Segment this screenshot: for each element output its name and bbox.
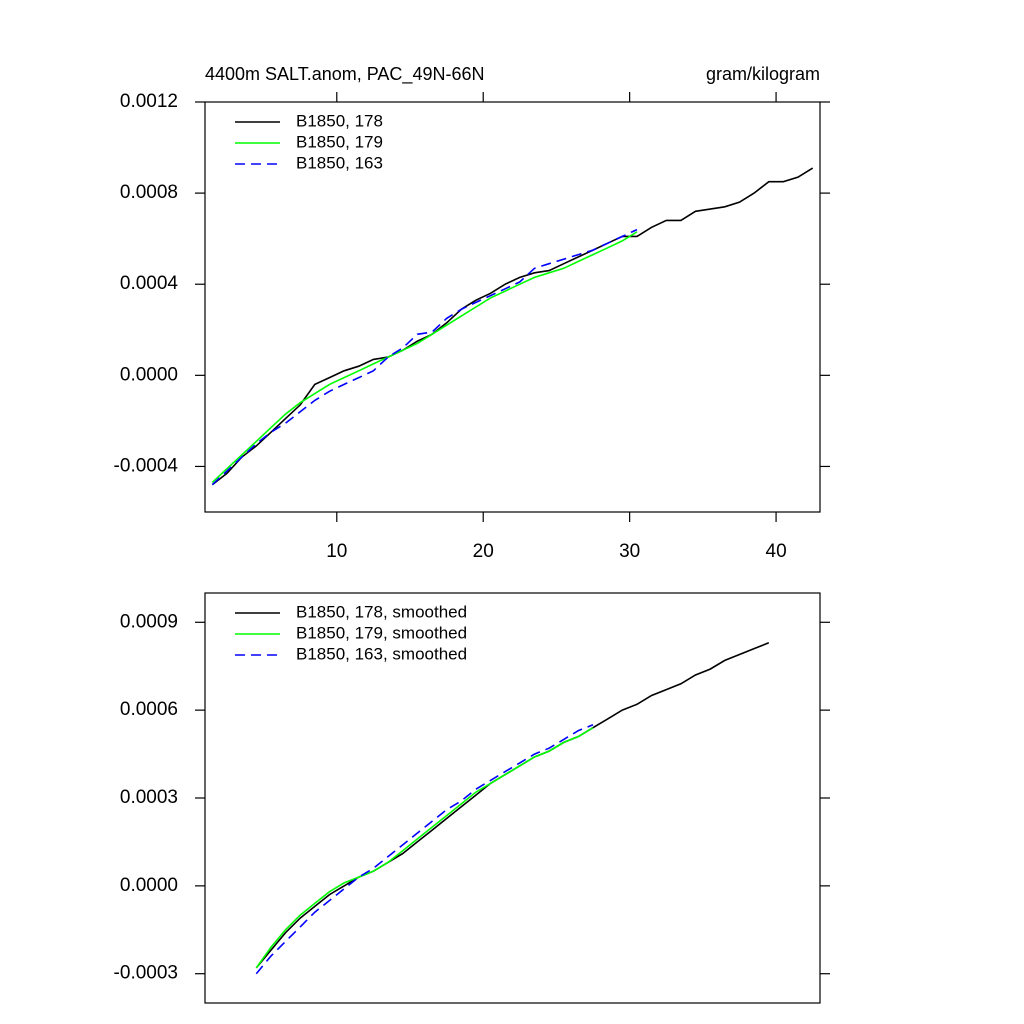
legend-label: B1850, 179: [296, 132, 383, 151]
plot-frame: [204, 101, 821, 513]
x-tick-label: 10: [326, 541, 347, 562]
legend-label: B1850, 178, smoothed: [296, 602, 467, 621]
x-tick-label: 20: [473, 541, 494, 562]
data-line: [255, 724, 594, 975]
y-tick-label: 0.0003: [120, 787, 178, 808]
legend-label: B1850, 163: [296, 153, 383, 172]
legend-label: B1850, 163, smoothed: [296, 644, 467, 663]
legend-label: B1850, 179, smoothed: [296, 623, 467, 642]
data-line: [255, 727, 594, 969]
y-tick-label: 0.0006: [120, 699, 178, 720]
units-label: gram/kilogram: [706, 64, 820, 84]
y-tick-label: 0.0000: [120, 875, 178, 896]
y-tick-label: -0.0004: [114, 455, 179, 476]
data-line: [255, 642, 770, 969]
y-tick-label: 0.0004: [120, 273, 179, 294]
x-tick-label: 40: [766, 541, 787, 562]
chart-title: 4400m SALT.anom, PAC_49N-66N: [205, 64, 484, 85]
y-tick-label: 0.0008: [120, 182, 178, 203]
y-tick-label: 0.0012: [120, 91, 178, 112]
y-tick-label: 0.0000: [120, 364, 178, 385]
data-line: [211, 167, 814, 486]
y-tick-label: -0.0003: [114, 963, 178, 984]
x-tick-label: 30: [619, 541, 640, 562]
data-line: [211, 228, 638, 486]
y-tick-label: 0.0009: [120, 611, 178, 632]
data-line: [211, 231, 638, 483]
legend-label: B1850, 178: [296, 111, 383, 130]
